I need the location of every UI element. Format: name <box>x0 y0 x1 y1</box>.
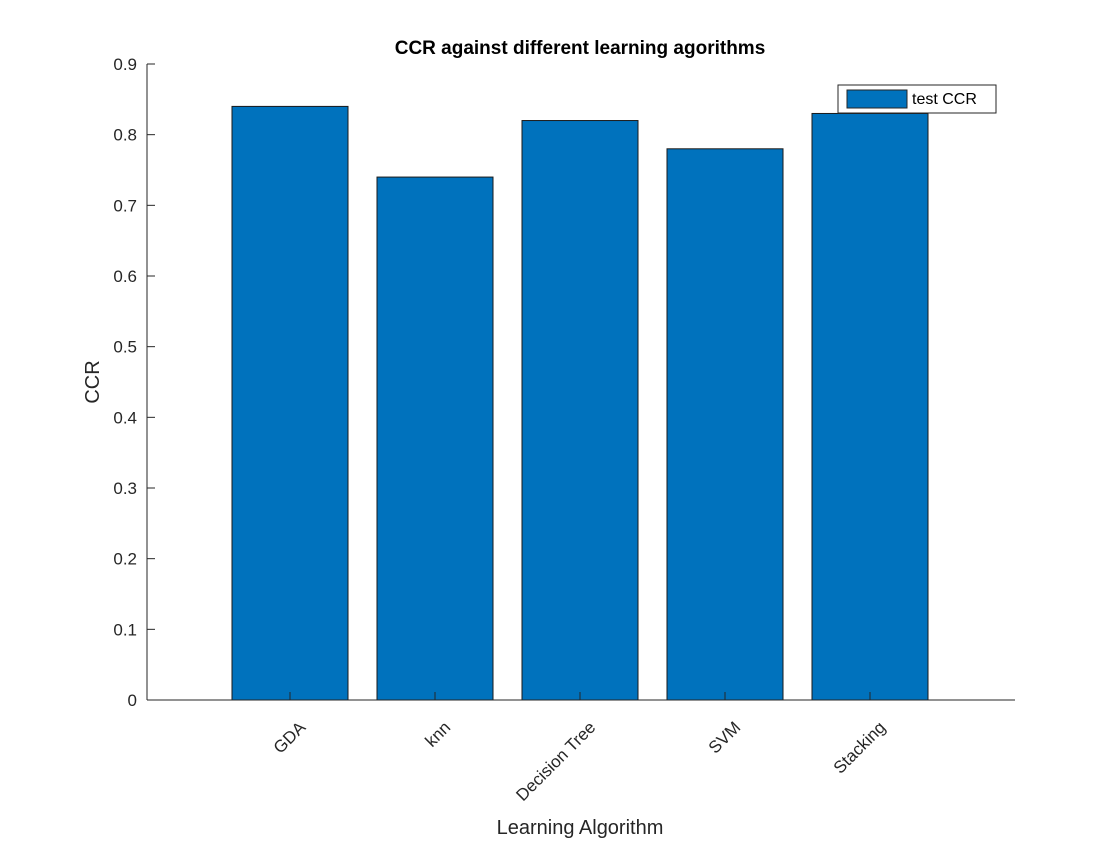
x-axis-title: Learning Algorithm <box>497 817 664 839</box>
legend-label: test CCR <box>912 91 977 108</box>
y-ticks-group: 0 0.1 0.2 0.3 0.4 0.5 0.6 0.7 0.8 0.9 <box>113 55 155 710</box>
bar-decision-tree <box>521 120 639 701</box>
y-tick-label: 0.6 <box>113 267 137 286</box>
y-tick-label: 0.8 <box>113 126 137 145</box>
legend-swatch <box>846 89 908 109</box>
chart-title: CCR against different learning agorithms <box>395 38 766 59</box>
bars-group <box>231 105 929 701</box>
bar-stacking <box>811 112 929 701</box>
y-tick-label: 0.4 <box>113 408 137 427</box>
legend: test CCR <box>837 84 997 114</box>
y-tick-label: 0.2 <box>113 550 137 569</box>
bar-gda <box>231 105 349 701</box>
y-tick-label: 0.9 <box>113 55 137 74</box>
y-axis-title: CCR <box>82 360 104 403</box>
bar-svm <box>666 148 784 701</box>
y-tick-label: 0.3 <box>113 479 137 498</box>
y-tick-label: 0.5 <box>113 338 137 357</box>
y-tick-label: 0.7 <box>113 196 137 215</box>
bar-knn <box>376 176 494 701</box>
y-tick-label: 0.1 <box>113 620 137 639</box>
y-tick-label: 0 <box>128 691 137 710</box>
